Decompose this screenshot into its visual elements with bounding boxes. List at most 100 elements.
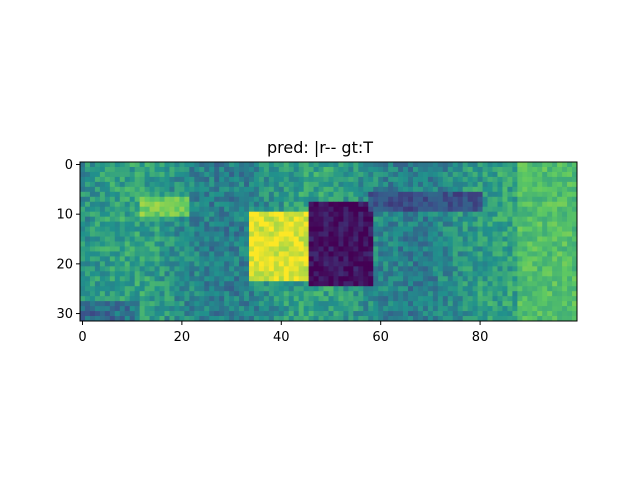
heatmap-cell bbox=[497, 251, 503, 257]
heatmap-cell bbox=[452, 206, 459, 213]
heatmap-cell bbox=[169, 296, 175, 302]
heatmap-cell bbox=[253, 316, 260, 322]
heatmap-cell bbox=[234, 176, 240, 183]
heatmap-cell bbox=[408, 171, 414, 178]
heatmap-cell bbox=[159, 191, 165, 198]
heatmap-cell bbox=[313, 281, 319, 287]
heatmap-cell bbox=[219, 256, 225, 262]
heatmap-cell bbox=[174, 181, 180, 188]
heatmap-cell bbox=[552, 176, 558, 183]
heatmap-cell bbox=[80, 286, 86, 292]
heatmap-cell bbox=[293, 191, 300, 198]
heatmap-cell bbox=[502, 301, 508, 307]
heatmap-cell bbox=[447, 216, 454, 223]
heatmap-cell bbox=[139, 241, 146, 247]
heatmap-cell bbox=[492, 311, 498, 317]
heatmap-cell bbox=[94, 231, 101, 237]
heatmap-cell bbox=[467, 221, 474, 227]
heatmap-cell bbox=[567, 226, 573, 232]
heatmap-cell bbox=[104, 296, 111, 302]
heatmap-cell bbox=[557, 196, 563, 203]
heatmap-cell bbox=[89, 286, 96, 292]
heatmap-cell bbox=[338, 231, 344, 237]
heatmap-cell bbox=[383, 296, 389, 302]
heatmap-cell bbox=[229, 186, 235, 193]
heatmap-cell bbox=[149, 241, 155, 247]
heatmap-cell bbox=[234, 171, 240, 178]
heatmap-cell bbox=[84, 286, 91, 292]
heatmap-cell bbox=[159, 186, 165, 193]
heatmap-cell bbox=[398, 171, 404, 178]
heatmap-cell bbox=[288, 246, 295, 252]
heatmap-cell bbox=[457, 186, 464, 193]
heatmap-cell bbox=[412, 271, 419, 277]
heatmap-cell bbox=[363, 281, 369, 287]
heatmap-cell bbox=[308, 306, 314, 312]
heatmap-cell bbox=[378, 301, 384, 307]
heatmap-cell bbox=[467, 226, 474, 232]
heatmap-cell bbox=[477, 201, 483, 208]
heatmap-cell bbox=[199, 301, 205, 307]
heatmap-cell bbox=[398, 162, 404, 168]
heatmap-cell bbox=[343, 236, 349, 242]
heatmap-cell bbox=[99, 201, 106, 208]
heatmap-cell bbox=[532, 216, 538, 223]
heatmap-cell bbox=[348, 206, 354, 213]
heatmap-cell bbox=[487, 306, 493, 312]
heatmap-cell bbox=[273, 206, 280, 213]
heatmap-cell bbox=[417, 231, 424, 237]
heatmap-cell bbox=[393, 256, 399, 262]
heatmap-cell bbox=[308, 266, 314, 272]
heatmap-cell bbox=[219, 316, 225, 322]
heatmap-cell bbox=[248, 316, 255, 322]
heatmap-cell bbox=[139, 171, 146, 178]
heatmap-cell bbox=[403, 256, 409, 262]
heatmap-cell bbox=[129, 281, 136, 287]
heatmap-cell bbox=[328, 221, 334, 227]
heatmap-cell bbox=[447, 221, 454, 227]
heatmap-cell bbox=[164, 206, 170, 213]
heatmap-cell bbox=[512, 221, 518, 227]
heatmap-cell bbox=[412, 316, 419, 322]
heatmap-cell bbox=[273, 266, 280, 272]
heatmap-cell bbox=[313, 306, 319, 312]
heatmap-cell bbox=[194, 166, 200, 173]
heatmap-cell bbox=[288, 216, 295, 223]
heatmap-cell bbox=[427, 201, 434, 208]
heatmap-cell bbox=[403, 276, 409, 282]
heatmap-cell bbox=[467, 251, 474, 257]
heatmap-cell bbox=[512, 251, 518, 257]
heatmap-cell bbox=[109, 226, 116, 232]
heatmap-cell bbox=[169, 286, 175, 292]
heatmap-cell bbox=[527, 246, 533, 252]
heatmap-cell bbox=[308, 171, 314, 178]
heatmap-cell bbox=[283, 221, 290, 227]
heatmap-cell bbox=[487, 226, 493, 232]
heatmap-cell bbox=[462, 176, 469, 183]
heatmap-cell bbox=[239, 181, 245, 188]
heatmap-cell bbox=[398, 196, 404, 203]
heatmap-cell bbox=[144, 216, 150, 223]
heatmap-cell bbox=[89, 166, 96, 173]
heatmap-cell bbox=[288, 311, 295, 317]
heatmap-cell bbox=[373, 281, 379, 287]
heatmap-cell bbox=[393, 311, 399, 317]
heatmap-cell bbox=[363, 221, 369, 227]
heatmap-cell bbox=[159, 226, 165, 232]
heatmap-cell bbox=[338, 221, 344, 227]
heatmap-cell bbox=[204, 162, 210, 168]
heatmap-cell bbox=[442, 226, 449, 232]
heatmap-cell bbox=[363, 296, 369, 302]
heatmap-cell bbox=[219, 251, 225, 257]
heatmap-cell bbox=[462, 201, 469, 208]
heatmap-cell bbox=[408, 311, 414, 317]
heatmap-cell bbox=[412, 281, 419, 287]
heatmap-cell bbox=[124, 256, 131, 262]
heatmap-cell bbox=[507, 291, 513, 297]
heatmap-cell bbox=[373, 236, 379, 242]
heatmap-cell bbox=[224, 261, 230, 267]
heatmap-cell bbox=[214, 216, 220, 223]
heatmap-cell bbox=[179, 301, 185, 307]
heatmap-cell bbox=[114, 246, 121, 252]
heatmap-cell bbox=[507, 186, 513, 193]
